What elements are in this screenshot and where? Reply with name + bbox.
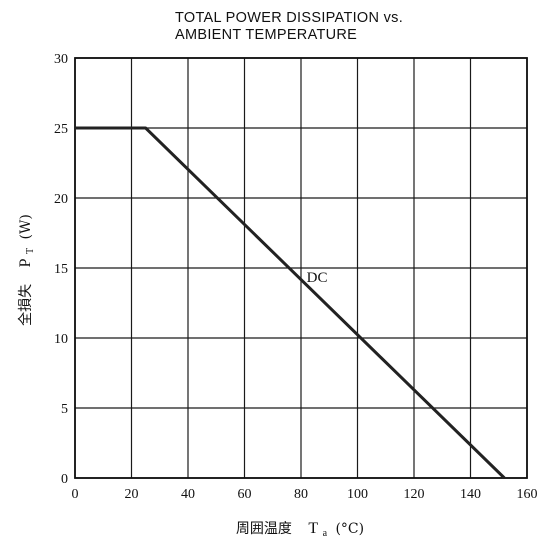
x-tick-label: 160: [517, 487, 538, 502]
y-axis-label: 全損失 P T (W): [17, 214, 37, 326]
grid-lines: [74, 57, 528, 479]
chart-title-line-1: TOTAL POWER DISSIPATION vs.: [175, 10, 403, 26]
y-axis-label-symbol: P: [17, 258, 34, 267]
x-tick-label: 100: [347, 487, 368, 502]
x-tick-label: 80: [294, 487, 308, 502]
x-tick-label: 120: [404, 487, 425, 502]
x-axis-label-unit: (°C): [335, 521, 364, 537]
y-tick-labels: 0 5 10 15 20 25 30: [54, 52, 68, 487]
series-label-dc: DC: [307, 270, 328, 286]
y-axis-label-text: 全損失: [17, 284, 34, 326]
series-line-dc: [75, 126, 506, 480]
x-tick-label: 60: [238, 487, 252, 502]
y-axis-label-subscript: T: [25, 248, 36, 254]
y-axis-label-unit: (W): [18, 214, 34, 239]
y-tick-label: 30: [54, 52, 68, 67]
x-axis-label: 周囲温度 T a (°C): [236, 520, 364, 540]
x-axis-label-symbol: T: [308, 520, 318, 537]
x-tick-label: 0: [72, 487, 79, 502]
x-axis-label-text: 周囲温度: [236, 521, 292, 537]
y-tick-label: 10: [54, 332, 68, 347]
x-axis-label-subscript: a: [323, 528, 328, 539]
y-tick-label: 0: [61, 472, 68, 487]
plot-frame: [74, 57, 528, 479]
series-layer: [75, 126, 506, 480]
annotations: DC: [307, 270, 328, 286]
y-tick-label: 20: [54, 192, 68, 207]
y-tick-label: 15: [54, 262, 68, 277]
x-tick-label: 140: [460, 487, 481, 502]
y-tick-label: 5: [61, 402, 68, 417]
chart-title-line-2: AMBIENT TEMPERATURE: [175, 27, 357, 43]
y-tick-label: 25: [54, 122, 68, 137]
chart-title: TOTAL POWER DISSIPATION vs. AMBIENT TEMP…: [175, 10, 403, 43]
x-tick-labels: 0 20 40 60 80 100 120 140 160: [72, 487, 538, 502]
x-tick-label: 40: [181, 487, 195, 502]
x-tick-label: 20: [125, 487, 139, 502]
